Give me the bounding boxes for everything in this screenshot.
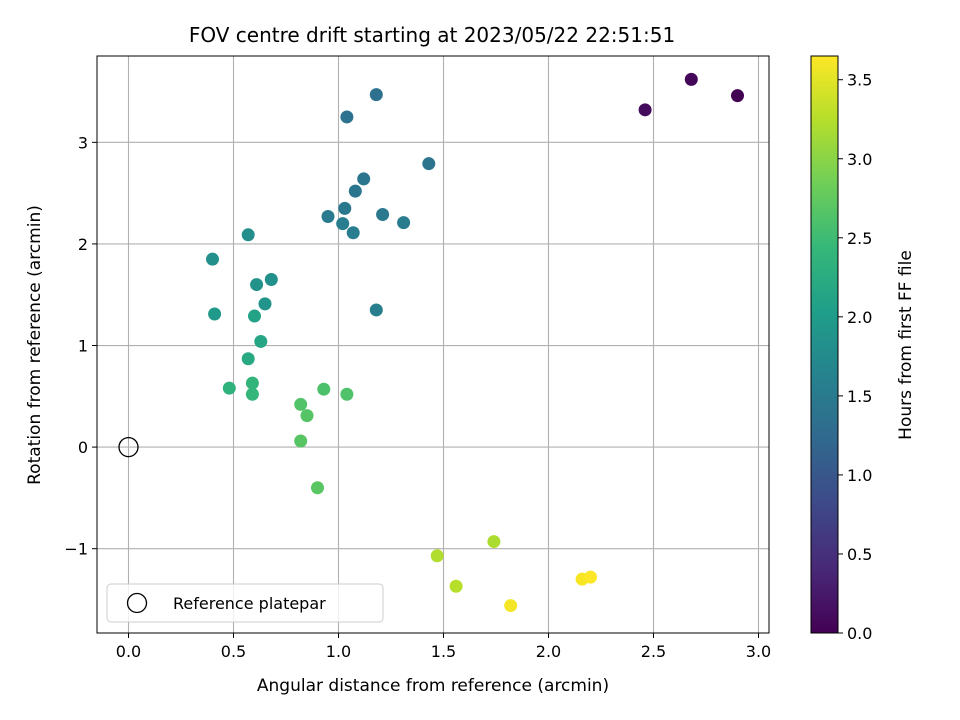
colorbar-tick-label: 3.5 — [847, 71, 872, 90]
y-tick-label: 0 — [78, 438, 88, 457]
data-point — [206, 252, 219, 266]
data-point — [346, 226, 360, 240]
colorbar-tick-label: 0.5 — [847, 545, 872, 564]
x-tick-label: 2.5 — [641, 642, 666, 661]
data-point — [684, 72, 698, 86]
plot-area: 0.0 0.5 1.0 1.5 2.0 2.5 3.0 −1 0 1 2 3 — [64, 55, 771, 661]
x-tick-label: 2.0 — [536, 642, 561, 661]
data-point — [584, 570, 597, 584]
reference-marker — [118, 436, 139, 458]
colorbar-label: Hours from first FF file — [896, 250, 916, 440]
data-point — [294, 434, 308, 448]
data-point — [357, 172, 371, 186]
x-axis-label: Angular distance from reference (arcmin) — [257, 676, 609, 696]
plot-frame — [96, 55, 770, 634]
data-point — [340, 387, 354, 401]
data-point — [254, 334, 268, 348]
data-point — [208, 307, 222, 321]
data-point — [222, 381, 236, 395]
colorbar-tick-label: 0.0 — [847, 624, 872, 643]
y-tick-label: 2 — [78, 235, 88, 254]
colorbar-tick-label: 2.5 — [847, 229, 872, 248]
data-point — [638, 103, 652, 117]
data-point — [449, 579, 463, 593]
data-point — [245, 376, 259, 390]
x-tick-label: 0.0 — [116, 642, 141, 661]
data-point — [264, 272, 278, 286]
data-point — [422, 157, 436, 171]
legend-label-reference: Reference platepar — [173, 594, 326, 613]
data-point — [376, 207, 390, 221]
colorbar-tick-label: 2.0 — [847, 308, 872, 327]
colorbar-gradient — [811, 56, 838, 633]
colorbar-tick-label: 1.0 — [847, 466, 872, 485]
data-point — [504, 599, 518, 613]
data-point — [241, 352, 255, 366]
y-axis-label: Rotation from reference (arcmin) — [25, 205, 45, 485]
data-point — [317, 382, 331, 396]
y-axis-ticks: −1 0 1 2 3 — [64, 133, 97, 559]
data-point — [369, 303, 383, 317]
x-tick-label: 1.5 — [431, 642, 456, 661]
y-tick-label: −1 — [64, 540, 88, 559]
y-tick-label: 1 — [78, 337, 88, 356]
legend: Reference platepar — [106, 583, 384, 623]
data-point — [397, 216, 411, 230]
y-tick-label: 3 — [78, 133, 88, 152]
data-point — [241, 228, 255, 242]
data-points — [206, 72, 744, 613]
data-point — [430, 549, 444, 563]
data-point — [248, 309, 261, 323]
data-point — [348, 184, 362, 198]
x-tick-label: 1.0 — [326, 642, 351, 661]
legend-box — [106, 583, 384, 623]
colorbar: 0.0 0.5 1.0 1.5 2.0 2.5 3.0 3.5 Hours from firs… — [810, 55, 916, 643]
grid — [97, 56, 769, 633]
data-point — [340, 110, 354, 124]
data-point — [336, 217, 350, 231]
reference-point — [118, 436, 139, 458]
colorbar-ticks: 0.0 0.5 1.0 1.5 2.0 2.5 3.0 3.5 — [838, 71, 872, 643]
data-point — [321, 210, 335, 224]
data-point — [338, 201, 352, 215]
colorbar-frame — [810, 55, 839, 634]
x-tick-label: 0.5 — [221, 642, 246, 661]
chart-title: FOV centre drift starting at 2023/05/22 … — [189, 23, 675, 47]
colorbar-tick-label: 3.0 — [847, 150, 872, 169]
data-point — [250, 278, 264, 292]
data-point — [369, 88, 383, 102]
data-point — [311, 481, 324, 495]
x-axis-ticks: 0.0 0.5 1.0 1.5 2.0 2.5 3.0 — [116, 633, 771, 661]
data-point — [487, 535, 501, 549]
data-point — [258, 297, 272, 311]
x-tick-label: 3.0 — [746, 642, 771, 661]
data-point — [294, 397, 308, 411]
data-point — [245, 387, 259, 401]
colorbar-tick-label: 1.5 — [847, 387, 872, 406]
data-point — [731, 89, 744, 103]
data-point — [300, 409, 314, 423]
legend-marker-reference — [126, 592, 148, 614]
